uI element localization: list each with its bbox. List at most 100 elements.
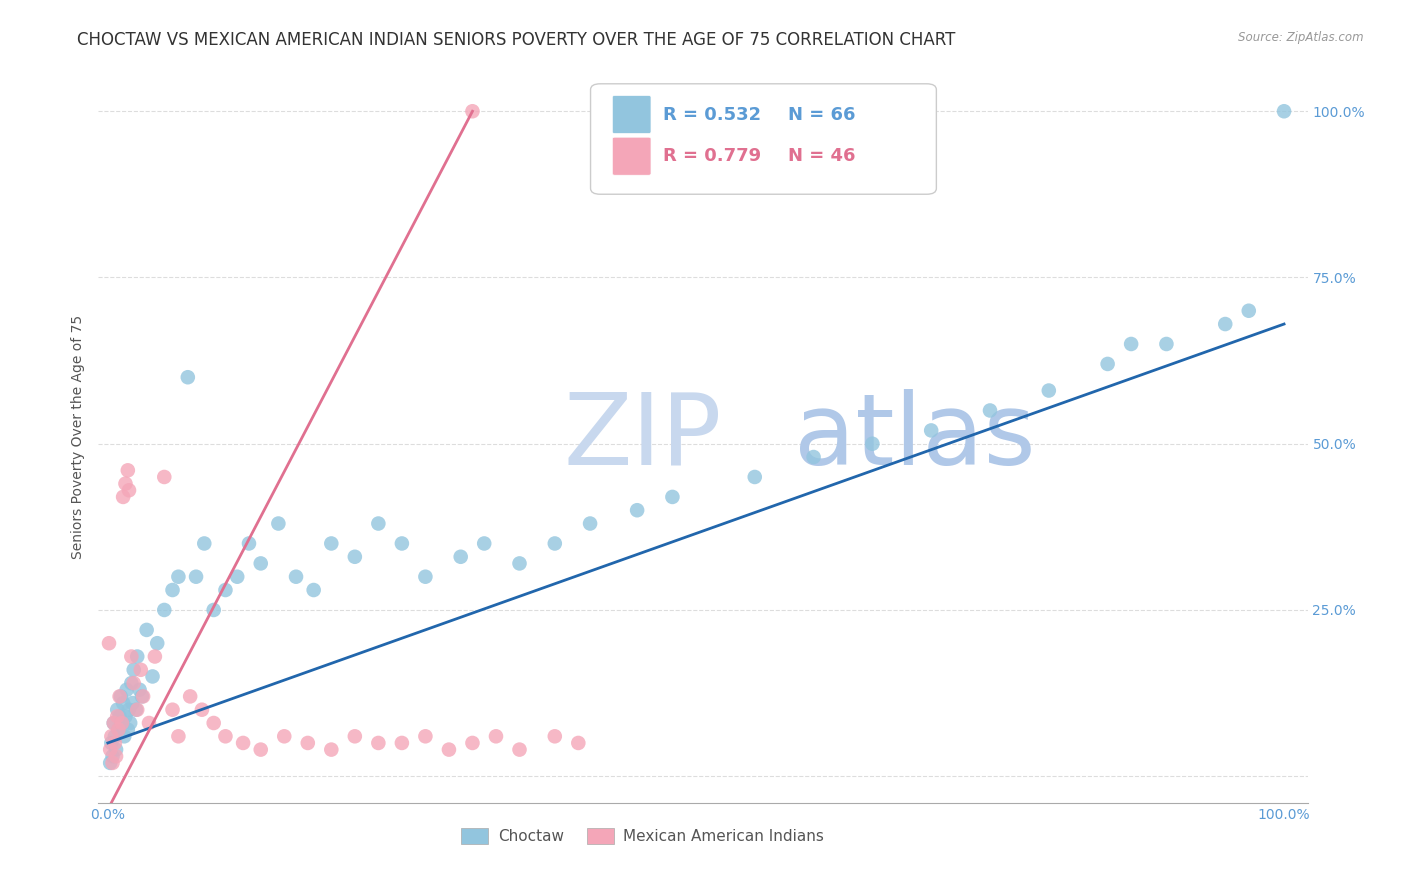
Point: [177, 370, 200, 384]
Point: [1038, 384, 1060, 398]
Point: [117, 723, 139, 737]
Point: [297, 736, 319, 750]
Point: [232, 736, 254, 750]
Point: [226, 570, 249, 584]
Point: [214, 582, 236, 597]
Point: [120, 716, 142, 731]
Point: [128, 682, 150, 697]
Point: [744, 470, 766, 484]
Point: [461, 736, 484, 750]
Point: [98, 756, 121, 770]
Text: CHOCTAW VS MEXICAN AMERICAN INDIAN SENIORS POVERTY OVER THE AGE OF 75 CORRELATIO: CHOCTAW VS MEXICAN AMERICAN INDIAN SENIO…: [77, 31, 956, 49]
Point: [110, 690, 132, 704]
Point: [343, 729, 366, 743]
Point: [567, 736, 589, 750]
Point: [1121, 337, 1143, 351]
Point: [472, 536, 495, 550]
Point: [367, 516, 389, 531]
Point: [415, 570, 437, 584]
Point: [100, 736, 122, 750]
Point: [108, 709, 131, 723]
Legend: Choctaw, Mexican American Indians: Choctaw, Mexican American Indians: [456, 822, 830, 850]
Point: [98, 636, 121, 650]
Point: [111, 716, 134, 731]
Point: [249, 742, 271, 756]
Point: [249, 557, 271, 571]
Text: R = 0.779: R = 0.779: [664, 147, 761, 165]
Point: [112, 490, 135, 504]
Point: [141, 669, 163, 683]
Point: [191, 703, 214, 717]
Point: [579, 516, 602, 531]
Point: [1272, 104, 1295, 119]
FancyBboxPatch shape: [613, 95, 651, 134]
Point: [105, 703, 128, 717]
Point: [122, 663, 145, 677]
Point: [120, 649, 142, 664]
Point: [162, 582, 184, 597]
Point: [238, 536, 260, 550]
FancyBboxPatch shape: [613, 137, 651, 175]
Text: N = 46: N = 46: [787, 147, 855, 165]
Point: [129, 663, 152, 677]
Point: [544, 729, 567, 743]
Point: [193, 536, 215, 550]
Point: [508, 742, 530, 756]
Point: [103, 716, 125, 731]
Point: [167, 570, 190, 584]
Point: [112, 696, 135, 710]
Point: [107, 723, 129, 737]
Point: [415, 729, 437, 743]
Point: [267, 516, 290, 531]
Point: [146, 636, 169, 650]
Point: [101, 756, 124, 770]
Point: [803, 450, 825, 464]
Point: [1213, 317, 1236, 331]
Point: [485, 729, 508, 743]
Point: [285, 570, 308, 584]
Point: [367, 736, 389, 750]
Point: [103, 716, 125, 731]
Point: [111, 716, 134, 731]
Point: [127, 703, 149, 717]
Point: [202, 716, 225, 731]
Point: [108, 690, 131, 704]
Point: [101, 749, 124, 764]
Text: N = 66: N = 66: [787, 105, 855, 123]
Point: [343, 549, 366, 564]
Point: [122, 676, 145, 690]
Point: [544, 536, 567, 550]
Point: [202, 603, 225, 617]
Point: [321, 742, 343, 756]
Point: [391, 536, 413, 550]
FancyBboxPatch shape: [591, 84, 936, 194]
Point: [104, 729, 127, 743]
Point: [135, 623, 157, 637]
Point: [115, 682, 138, 697]
Point: [118, 483, 141, 498]
Point: [1097, 357, 1119, 371]
Point: [437, 742, 460, 756]
Point: [214, 729, 236, 743]
Text: R = 0.532: R = 0.532: [664, 105, 761, 123]
Point: [626, 503, 648, 517]
Point: [461, 104, 484, 119]
Point: [920, 424, 942, 438]
Point: [125, 703, 148, 717]
Point: [1156, 337, 1178, 351]
Point: [184, 570, 207, 584]
Point: [105, 749, 128, 764]
Point: [179, 690, 201, 704]
Point: [121, 696, 143, 710]
Point: [100, 729, 122, 743]
Point: [98, 742, 121, 756]
Point: [138, 716, 160, 731]
Text: Source: ZipAtlas.com: Source: ZipAtlas.com: [1239, 31, 1364, 45]
Point: [104, 736, 127, 750]
Point: [132, 690, 155, 704]
Point: [117, 463, 139, 477]
Text: atlas: atlas: [793, 389, 1035, 485]
Point: [1237, 303, 1260, 318]
Point: [153, 470, 176, 484]
Point: [118, 703, 141, 717]
